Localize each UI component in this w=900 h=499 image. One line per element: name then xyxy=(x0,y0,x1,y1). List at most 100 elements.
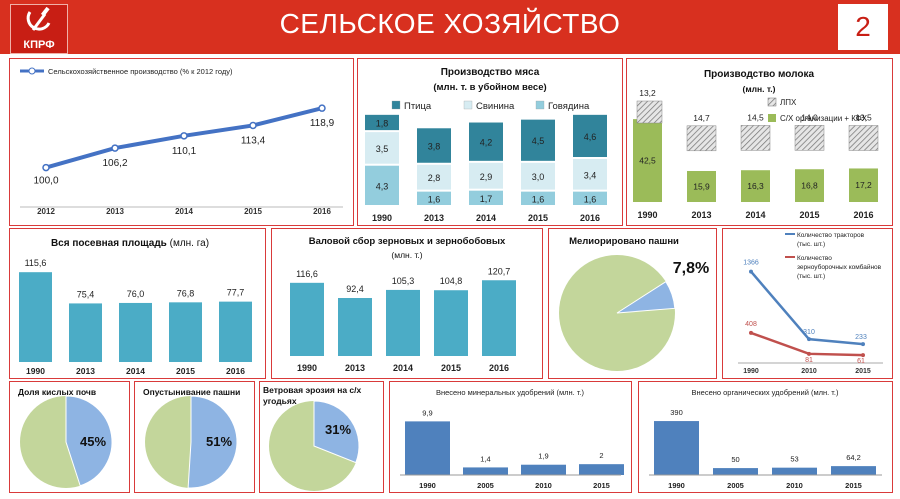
milk-value-label: 13,2 xyxy=(639,88,656,98)
milk-bar-lpx xyxy=(740,125,771,151)
mineral-value-label: 2 xyxy=(599,451,603,460)
milk-bar-org xyxy=(633,119,662,202)
sown-value-label: 75,4 xyxy=(77,289,95,299)
milk-bar-lpx xyxy=(636,100,663,124)
agri-value-label: 100,0 xyxy=(33,176,58,187)
mineral-category-label: 2010 xyxy=(535,481,552,490)
panel-organic: Внесено органических удобрений (млн. т.)… xyxy=(638,381,893,493)
milk-value-label: 16,8 xyxy=(801,181,818,191)
organic-fertilizer-chart: Внесено органических удобрений (млн. т.)… xyxy=(649,388,882,490)
grain-value-label: 120,7 xyxy=(488,266,511,276)
acid-pie-slice xyxy=(65,395,113,487)
grain-harvest-chart: Валовой сбор зерновых и зернобобовых (мл… xyxy=(290,236,516,373)
organic-bar xyxy=(831,466,876,475)
organic-category-label: 2010 xyxy=(786,481,803,490)
mineral-fertilizer-chart: Внесено минеральных удобрений (млн. т.) … xyxy=(400,388,624,490)
melior-pie-label: 7,8% xyxy=(673,260,709,277)
milk-bar-lpx xyxy=(686,125,717,152)
tractors-legend-label: Количество тракторов (тыс. шт.) xyxy=(797,232,865,248)
milk-year-label: 2016 xyxy=(853,210,873,220)
hammer-sickle-icon xyxy=(26,6,51,31)
meat-bar-segment xyxy=(469,122,503,161)
meat-bar-segment xyxy=(417,128,451,163)
machines-point xyxy=(749,330,753,335)
machines-point xyxy=(861,342,865,347)
meat-legend-label: Говядина xyxy=(548,101,590,112)
mineral-category-label: 1990 xyxy=(419,481,436,490)
desert-title: Опустынивание пашни xyxy=(143,387,240,397)
combines-legend-text: (тыс. шт.) xyxy=(797,273,825,280)
milk-bar-lpx xyxy=(848,125,879,151)
grain-value-label: 92,4 xyxy=(346,284,364,294)
milk-value-label: 15,9 xyxy=(693,181,710,191)
meat-value-label: 2,9 xyxy=(480,172,493,182)
sown-bar xyxy=(69,303,102,362)
sown-bar xyxy=(169,302,202,362)
machines-point xyxy=(807,337,811,342)
meat-bar-segment xyxy=(417,191,451,205)
meat-legend-label: Свинина xyxy=(476,101,515,112)
acid-soils-pie: Доля кислых почв 45% xyxy=(18,387,113,488)
combines-legend-text: Количество xyxy=(797,255,832,262)
milk-value-label: 17,2 xyxy=(855,180,872,190)
agri-point xyxy=(180,132,188,140)
grain-bar xyxy=(290,282,324,356)
machines-value-label: 61 xyxy=(857,358,865,365)
organic-category-label: 1990 xyxy=(668,481,685,490)
meat-value-label: 3,8 xyxy=(428,142,441,152)
agri-year-label: 2015 xyxy=(244,207,262,216)
organic-title: Внесено органических удобрений (млн. т.) xyxy=(692,388,839,397)
acid-title: Доля кислых почв xyxy=(18,387,96,397)
desertification-pie: Опустынивание пашни 51% xyxy=(143,387,240,489)
organic-category-label: 2015 xyxy=(845,481,862,490)
organic-bar xyxy=(772,467,817,475)
milk-bar-org xyxy=(795,169,824,202)
agri-point xyxy=(318,104,326,112)
organic-value-label: 390 xyxy=(670,408,683,417)
agri-legend-marker xyxy=(28,67,36,75)
sown-bar xyxy=(219,301,252,362)
grain-category-label: 2016 xyxy=(489,363,509,373)
mineral-value-label: 1,4 xyxy=(480,454,490,463)
meat-bar-segment xyxy=(365,114,399,131)
meat-bar-segment xyxy=(417,164,451,190)
grain-bar xyxy=(434,290,468,356)
machinery-chart: Количество тракторов (тыс. шт.) Количеств… xyxy=(738,232,883,375)
meat-year-label: 2016 xyxy=(580,213,600,223)
meat-value-label: 1,7 xyxy=(480,194,493,204)
meat-bar-segment xyxy=(521,162,555,190)
machines-value-label: 1366 xyxy=(743,260,759,267)
agri-value-label: 106,2 xyxy=(102,158,127,169)
tractors-legend-text: Количество тракторов xyxy=(797,232,865,239)
milk-value-label: 14,5 xyxy=(747,112,764,122)
mineral-category-label: 2005 xyxy=(477,481,494,490)
agri-year-label: 2012 xyxy=(37,207,55,216)
meat-year-label: 2013 xyxy=(424,213,444,223)
grain-category-label: 2014 xyxy=(393,363,413,373)
meat-value-label: 3,4 xyxy=(584,170,597,180)
sown-category-label: 2016 xyxy=(226,366,245,376)
desert-pie-label: 51% xyxy=(206,434,232,449)
milk-value-label: 14,7 xyxy=(693,113,710,123)
agri-year-label: 2013 xyxy=(106,207,124,216)
agri-point xyxy=(249,121,257,130)
mineral-category-label: 2015 xyxy=(593,481,610,490)
kprf-logo: КПРФ xyxy=(10,4,68,54)
grain-category-label: 2015 xyxy=(441,363,461,373)
meat-value-label: 1,6 xyxy=(584,194,597,204)
panel-acid: Доля кислых почв 45% xyxy=(9,381,130,493)
sown-title-unit: (млн. га) xyxy=(170,238,209,249)
meat-value-label: 3,0 xyxy=(532,172,545,182)
milk-legend-swatch-lpx xyxy=(767,97,777,107)
meat-bar-segment xyxy=(469,190,503,205)
meat-year-label: 1990 xyxy=(372,213,392,223)
organic-value-label: 64,2 xyxy=(846,453,861,462)
machines-value-label: 233 xyxy=(855,334,867,341)
melior-pie-slice xyxy=(616,280,676,314)
mineral-value-label: 9,9 xyxy=(422,408,432,417)
sown-value-label: 77,7 xyxy=(227,288,245,298)
milk-bar-org xyxy=(687,170,716,202)
header-bar: КПРФ СЕЛЬСКОЕ ХОЗЯЙСТВО 2 xyxy=(0,0,900,54)
milk-bar-lpx xyxy=(794,125,825,151)
grain-bar xyxy=(338,298,372,356)
